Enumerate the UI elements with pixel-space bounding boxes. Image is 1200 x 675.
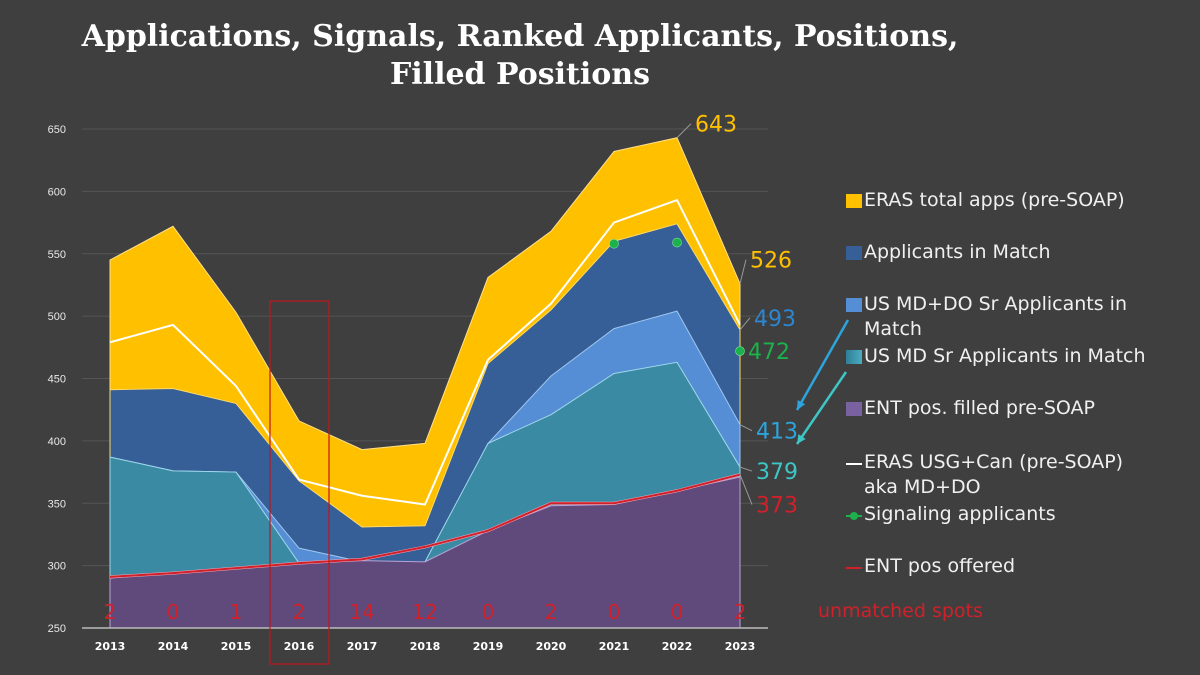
legend-swatch <box>846 298 862 312</box>
legend-swatch <box>846 567 862 569</box>
x-tick-label: 2013 <box>95 640 126 653</box>
unmatched-count: 1 <box>230 600 243 624</box>
x-axis: 2013 2014 2015 2016 2017 2018 2019 2020 2021 2022… <box>95 640 756 653</box>
y-tick-label: 550 <box>48 249 66 261</box>
annotation-leader <box>676 123 692 139</box>
arrow-line <box>795 319 850 411</box>
legend-item-us-md-sr: US MD Sr Applicants in Match <box>846 344 1146 369</box>
unmatched-count: 2 <box>734 600 747 624</box>
x-tick-label: 2021 <box>599 640 630 653</box>
annotation-label: 373 <box>756 494 798 519</box>
annotation-label: 472 <box>748 340 790 365</box>
unmatched-count: 2 <box>104 600 117 624</box>
legend-swatch <box>846 463 862 465</box>
area-layers <box>109 137 741 629</box>
legend-item-signaling: Signaling applicants <box>846 502 1056 527</box>
legend-swatch <box>846 246 862 260</box>
annotation-leader <box>739 424 753 432</box>
chart-title-line-1: Applications, Signals, Ranked Applicants… <box>81 19 959 54</box>
unmatched-count: 2 <box>293 600 306 624</box>
arrow-head-icon <box>797 400 806 410</box>
annotation-leader <box>739 317 751 331</box>
annotation-label: 413 <box>756 420 798 445</box>
y-tick-label: 350 <box>48 498 66 510</box>
chart-title: Applications, Signals, Ranked Applicants… <box>0 18 1040 94</box>
unmatched-count: 0 <box>482 600 495 624</box>
annotation-leader <box>739 474 753 505</box>
chart-title-line-2: Filled Positions <box>389 57 650 92</box>
signal-marker <box>735 346 745 356</box>
unmatched-counts: 2 0 1 2 14 12 0 2 0 0 2 <box>104 600 747 624</box>
x-tick-label: 2019 <box>473 640 504 653</box>
annotation-leader <box>739 466 753 472</box>
line-eras-usg-can-pre-soap-aka-md-do <box>109 198 741 506</box>
annotation-label: 379 <box>756 460 798 485</box>
y-axis: 250 300 350 400 450 500 550 600 650 <box>48 124 768 635</box>
line-series <box>109 198 741 579</box>
signal-marker <box>609 238 619 249</box>
annotation-label: 493 <box>754 307 796 332</box>
unmatched-count: 0 <box>608 600 621 624</box>
y-tick-label: 600 <box>48 186 66 198</box>
unmatched-count: 14 <box>349 600 374 624</box>
legend-item-ent-offered: ENT pos offered <box>846 554 1015 579</box>
annotation-label: 643 <box>695 113 737 138</box>
arrows <box>795 319 850 445</box>
legend-item-us-md-do-sr: US MD+DO Sr Applicants in Match <box>846 292 1127 342</box>
y-tick-label: 300 <box>48 561 66 573</box>
y-tick-label: 400 <box>48 436 66 448</box>
legend-swatch <box>846 512 862 520</box>
y-tick-label: 650 <box>48 124 66 136</box>
x-tick-label: 2020 <box>536 640 567 653</box>
unmatched-spots-label: unmatched spots <box>818 600 983 622</box>
x-tick-label: 2022 <box>662 640 693 653</box>
x-tick-label: 2015 <box>221 640 252 653</box>
x-tick-label: 2018 <box>410 640 441 653</box>
highlight-box-2016 <box>269 300 330 665</box>
unmatched-count: 0 <box>671 600 684 624</box>
legend-swatch <box>846 350 862 364</box>
x-tick-label: 2023 <box>725 640 756 653</box>
signal-marker <box>672 237 682 248</box>
arrow-line <box>795 371 848 445</box>
legend-item-applicants-in-match: Applicants in Match <box>846 240 1051 265</box>
x-tick-label: 2014 <box>158 640 189 653</box>
legend-swatch <box>846 402 862 416</box>
annotation-label: 526 <box>750 249 792 274</box>
unmatched-count: 2 <box>545 600 558 624</box>
arrow-head-icon <box>797 434 806 444</box>
y-tick-label: 500 <box>48 311 66 323</box>
legend-item-eras-usg: ERAS USG+Can (pre-SOAP) aka MD+DO <box>846 450 1123 500</box>
unmatched-count: 12 <box>412 600 437 624</box>
marker-dot-icon <box>850 512 858 520</box>
legend-item-ent-filled: ENT pos. filled pre-SOAP <box>846 396 1095 421</box>
line-ent-pos-offered <box>109 473 741 578</box>
annotation-leader <box>739 259 747 284</box>
value-annotations: 643 526 493 472 413 379 373 <box>676 113 798 519</box>
legend-swatch <box>846 194 862 208</box>
y-tick-label: 250 <box>48 623 66 635</box>
y-tick-label: 450 <box>48 374 66 386</box>
unmatched-count: 0 <box>167 600 180 624</box>
signal-markers <box>609 237 745 356</box>
legend-item-eras-total: ERAS total apps (pre-SOAP) <box>846 188 1125 213</box>
x-tick-label: 2016 <box>284 640 315 653</box>
x-tick-label: 2017 <box>347 640 378 653</box>
